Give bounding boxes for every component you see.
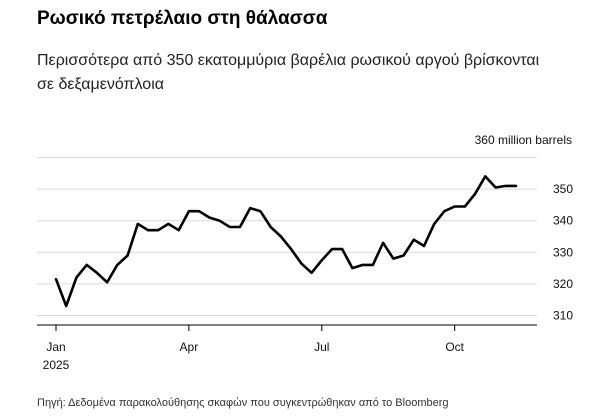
x-axis: Jan 2025 Apr Jul Oct (37, 324, 537, 372)
series-group (54, 175, 518, 308)
x-tick-label: Jan (46, 340, 65, 354)
x-tick-label: Jul (314, 340, 329, 354)
y-axis: 310 320 330 340 350 (553, 182, 573, 322)
y-tick-label: 330 (553, 245, 573, 259)
x-tick-sublabel: 2025 (43, 358, 70, 372)
chart-subtitle: Περισσότερα από 350 εκατομμύρια βαρέλια … (37, 52, 540, 93)
source-note: Πηγή: Δεδομένα παρακολούθησης σκαφών που… (37, 397, 449, 409)
x-tick-label: Apr (180, 340, 199, 354)
chart-title: Ρωσικό πετρέλαιο στη θάλασσα (37, 8, 328, 29)
y-tick-label: 340 (553, 214, 573, 228)
y-tick-label: 310 (553, 309, 573, 323)
x-tick-label: Oct (445, 340, 464, 354)
y-tick-label: 350 (553, 182, 573, 196)
series-line (54, 175, 518, 308)
line-chart: 360 million barrels 310 320 330 340 350 Jan 2… (37, 133, 573, 372)
y-tick-label: 320 (553, 277, 573, 291)
y-axis-unit-label: 360 million barrels (475, 133, 572, 147)
grid (37, 156, 537, 317)
